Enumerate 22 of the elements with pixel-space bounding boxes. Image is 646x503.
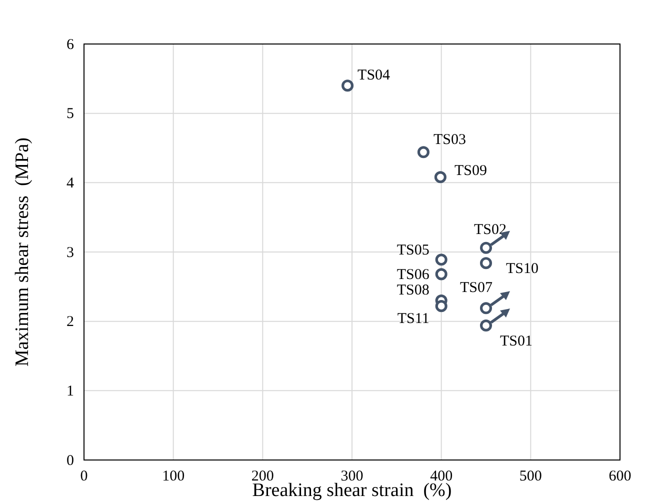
x-tick-label: 100: [162, 468, 185, 485]
y-tick-label: 1: [66, 383, 74, 400]
annotation: TS04: [358, 68, 391, 84]
y-axis-title: Maximum shear stress (MPa): [12, 137, 33, 367]
y-tick-label: 5: [66, 106, 74, 122]
y-tick-label: 4: [66, 175, 74, 192]
annotation: TS01: [500, 333, 533, 350]
annotation: TS11: [397, 311, 430, 328]
annotation: TS10: [506, 261, 539, 278]
annotation: TS06: [396, 267, 430, 284]
x-tick-label: 0: [80, 468, 88, 485]
x-tick-label: 600: [608, 468, 632, 485]
annotation: TS07: [460, 280, 494, 296]
annotation: TS05: [396, 242, 430, 259]
y-tick-label: 6: [66, 36, 74, 53]
y-tick-label: 2: [66, 314, 74, 330]
x-tick-label: 500: [519, 468, 542, 485]
annotation: TS09: [454, 163, 487, 180]
y-tick-label: 3: [66, 244, 74, 261]
annotation: TS03: [433, 132, 466, 148]
annotation: TS08: [396, 282, 430, 299]
y-tick-label: 0: [66, 452, 74, 469]
